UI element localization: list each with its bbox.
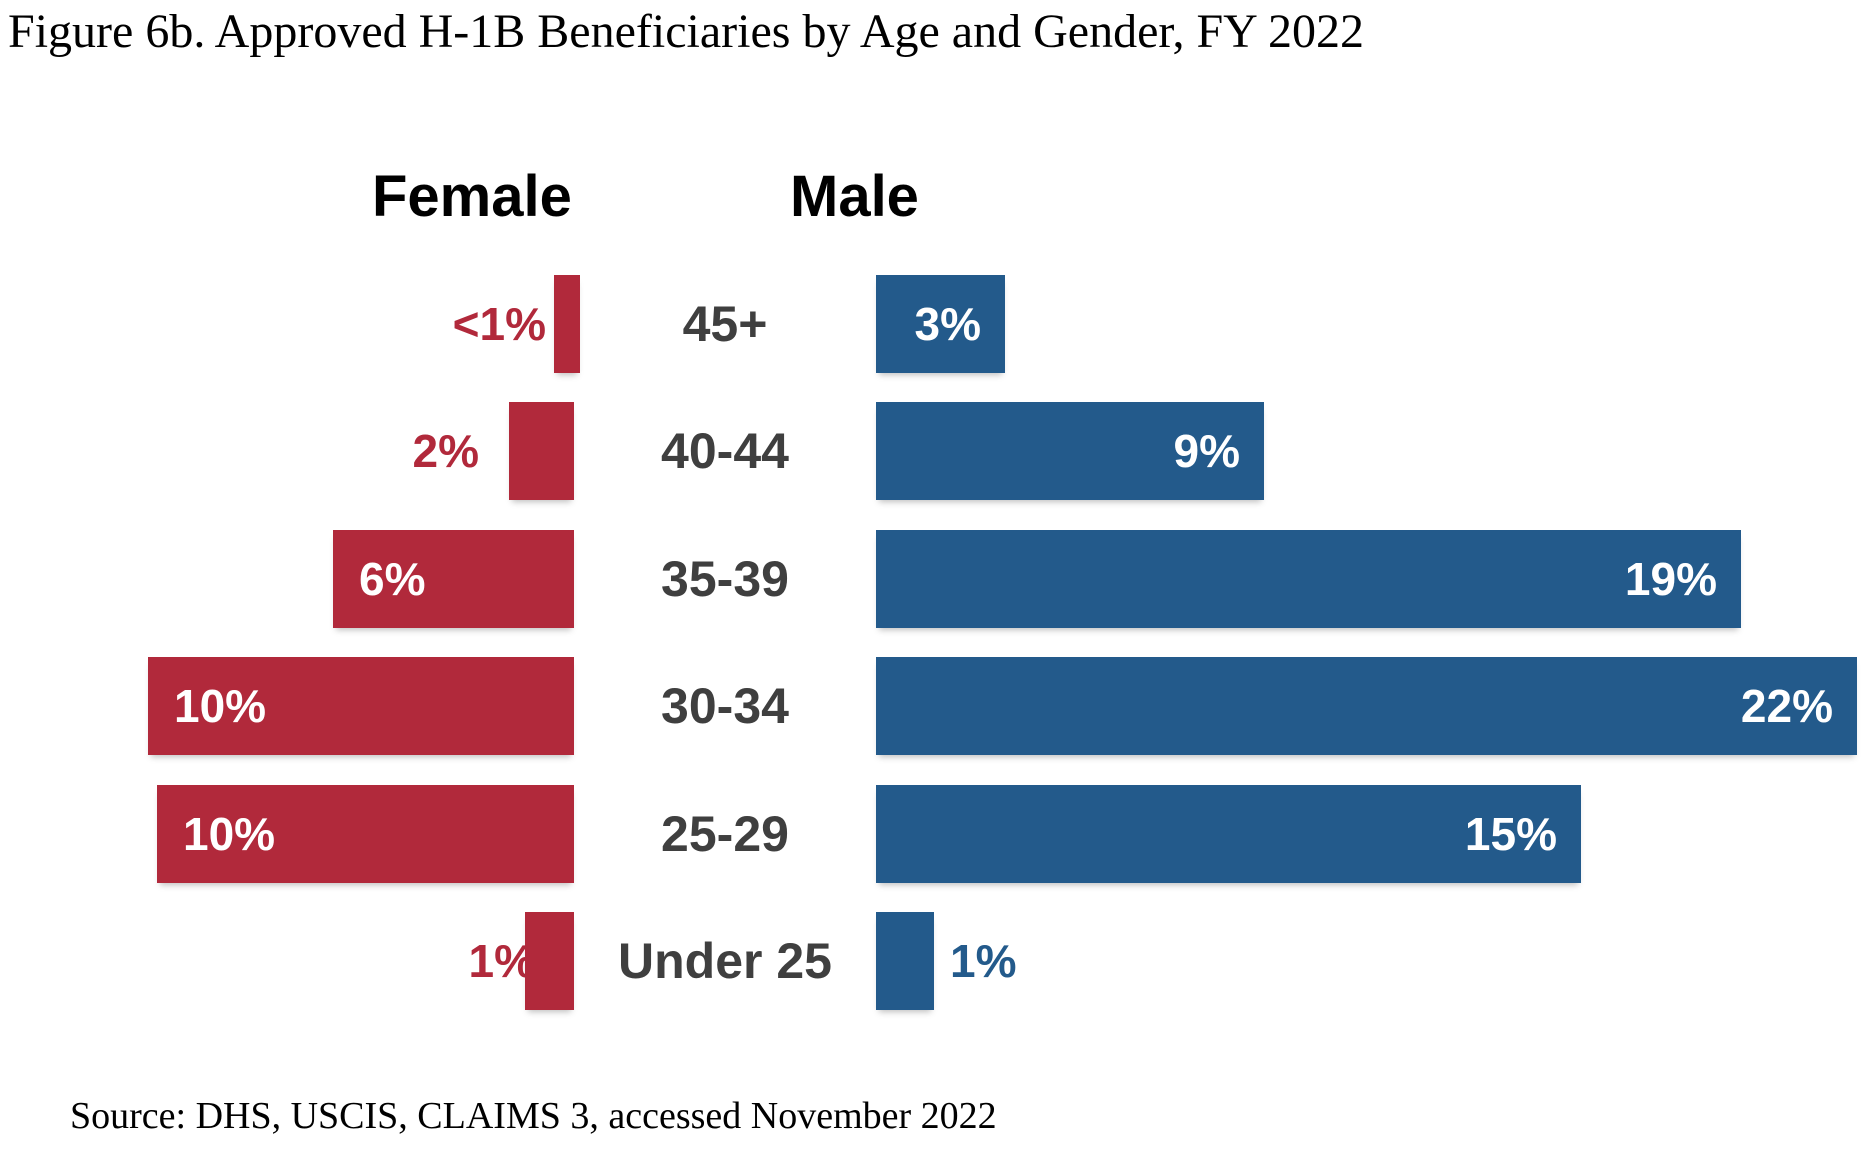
male-value-label: 15%	[1464, 808, 1557, 860]
age-label: 40-44	[661, 423, 789, 479]
legend-male-label: Male	[790, 164, 919, 229]
male-bar	[876, 912, 934, 1010]
male-value-label: 1%	[950, 935, 1017, 987]
age-label: 25-29	[661, 806, 789, 862]
age-label: Under 25	[618, 933, 832, 989]
chart-title: Figure 6b. Approved H-1B Beneficiaries b…	[8, 5, 1365, 58]
male-value-label: 19%	[1624, 553, 1717, 605]
female-value-label: 2%	[412, 425, 479, 477]
female-value-label: 6%	[359, 553, 426, 605]
source-note: Source: DHS, USCIS, CLAIMS 3, accessed N…	[70, 1095, 997, 1137]
male-bar: 3%	[876, 275, 1005, 373]
age-label: 35-39	[661, 551, 789, 607]
male-bar: 22%	[876, 657, 1857, 755]
female-value-label: 10%	[183, 808, 276, 860]
female-value-label: 1%	[468, 935, 535, 987]
female-value-label: 10%	[174, 680, 267, 732]
age-label: 30-34	[661, 678, 789, 734]
female-bar	[509, 402, 574, 500]
male-bar: 9%	[876, 402, 1264, 500]
female-bar: 10%	[148, 657, 574, 755]
female-bar	[525, 912, 574, 1010]
male-value-label: 9%	[1173, 425, 1240, 477]
female-bar: 10%	[157, 785, 574, 883]
age-label: 45+	[682, 296, 768, 352]
female-value-label: <1%	[452, 298, 546, 350]
female-bar: 6%	[333, 530, 574, 628]
male-value-label: 22%	[1740, 680, 1833, 732]
male-value-label: 3%	[914, 298, 981, 350]
male-bar: 19%	[876, 530, 1741, 628]
male-bar: 15%	[876, 785, 1581, 883]
legend-female-label: Female	[372, 164, 572, 229]
female-bar	[554, 275, 580, 373]
